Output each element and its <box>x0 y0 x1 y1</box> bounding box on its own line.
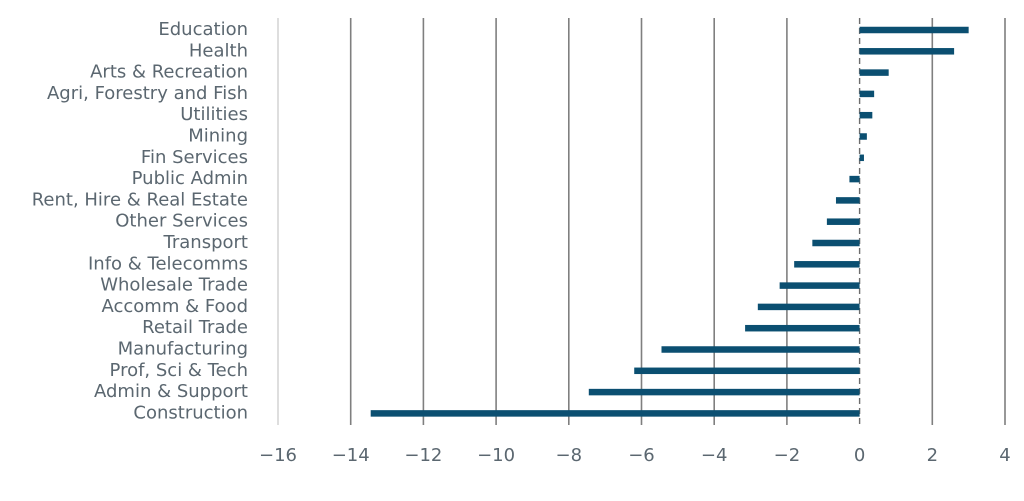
category-label: Manufacturing <box>118 339 248 360</box>
x-tick-label: −14 <box>332 445 370 466</box>
bar <box>634 367 860 375</box>
category-label: Prof, Sci & Tech <box>110 360 248 381</box>
bar <box>826 218 860 225</box>
x-axis-tick-labels: −16 −14 −12 −10 −8 −6 −4 −2 0 2 4 <box>259 445 1011 466</box>
bar <box>757 303 860 311</box>
bar <box>812 239 860 247</box>
bar <box>859 133 867 140</box>
x-tick-label: 4 <box>999 445 1010 466</box>
x-tick-label: −6 <box>628 445 655 466</box>
category-label: Public Admin <box>132 168 248 189</box>
bar <box>794 261 860 268</box>
x-tick-label: −16 <box>259 445 297 466</box>
bar <box>661 346 860 353</box>
x-tick-label: −12 <box>404 445 442 466</box>
category-label: Transport <box>163 232 248 253</box>
category-label: Rent, Hire & Real Estate <box>32 189 248 210</box>
bar <box>745 324 860 332</box>
bars <box>370 26 969 417</box>
bar <box>859 26 969 34</box>
category-label: Arts & Recreation <box>90 62 248 83</box>
category-label: Wholesale Trade <box>100 275 248 296</box>
bar <box>859 111 873 119</box>
category-label: Admin & Support <box>94 381 248 402</box>
category-label: Accomm & Food <box>101 296 248 317</box>
x-tick-label: −4 <box>701 445 728 466</box>
category-label: Fin Services <box>141 147 248 168</box>
category-label: Other Services <box>115 211 248 232</box>
category-label: Agri, Forestry and Fish <box>47 83 248 104</box>
bar <box>779 282 860 289</box>
bar <box>859 154 864 162</box>
category-label: Utilities <box>180 104 248 125</box>
bar <box>588 388 860 396</box>
x-tick-label: −2 <box>774 445 801 466</box>
bar <box>370 410 860 417</box>
x-tick-label: 0 <box>854 445 865 466</box>
category-label: Info & Telecomms <box>88 253 248 274</box>
bar <box>835 197 860 204</box>
x-tick-label: 2 <box>927 445 938 466</box>
bar <box>849 175 860 183</box>
bar <box>859 69 889 76</box>
gridlines <box>277 18 1006 425</box>
bar <box>859 90 875 98</box>
category-label: Health <box>189 40 248 61</box>
x-tick-label: −10 <box>477 445 515 466</box>
category-label: Education <box>158 19 248 40</box>
x-tick-label: −8 <box>556 445 583 466</box>
bar <box>859 48 955 55</box>
category-label: Construction <box>133 402 248 423</box>
category-label: Retail Trade <box>142 317 248 338</box>
category-label: Mining <box>188 126 248 147</box>
